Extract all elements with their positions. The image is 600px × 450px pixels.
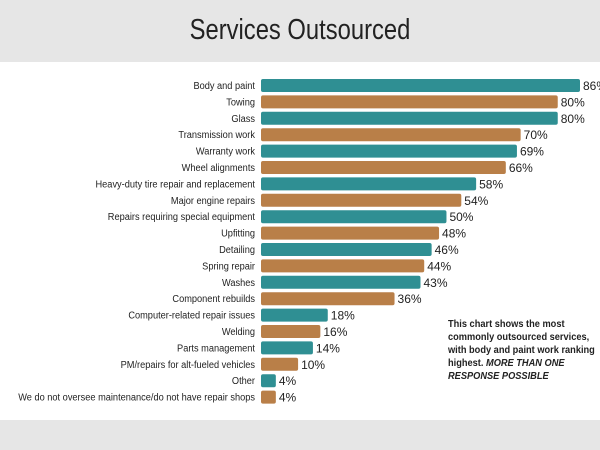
category-label: Heavy-duty tire repair and replacement	[96, 179, 256, 191]
category-label: Detailing	[219, 245, 255, 257]
note-text: This chart shows the most commonly outsou…	[448, 318, 595, 369]
category-label: Transmission work	[178, 130, 255, 142]
category-label: Glass	[231, 113, 255, 125]
value-label: 18%	[331, 309, 355, 323]
category-label: Warranty work	[196, 146, 255, 158]
chart-title: Services Outsourced	[189, 14, 411, 46]
value-label: 48%	[442, 227, 466, 241]
value-label: 54%	[464, 194, 488, 208]
bar	[261, 177, 477, 191]
footer-band	[0, 420, 600, 450]
bar	[261, 226, 440, 240]
value-label: 70%	[524, 128, 548, 142]
value-label: 43%	[424, 276, 448, 290]
bar	[261, 390, 276, 404]
category-label: Computer-related repair issues	[128, 310, 255, 322]
bar	[261, 357, 299, 371]
value-label: 80%	[561, 112, 585, 126]
value-label: 80%	[561, 95, 585, 109]
bar	[261, 79, 580, 92]
value-label: 66%	[509, 161, 533, 175]
bar	[261, 193, 462, 207]
bar	[261, 292, 395, 306]
category-label: PM/repairs for alt-fueled vehicles	[121, 359, 255, 371]
value-label: 4%	[279, 391, 297, 405]
category-label: Towing	[226, 97, 255, 109]
category-label: Welding	[222, 327, 255, 339]
category-label: We do not oversee maintenance/do not hav…	[18, 392, 255, 404]
value-label: 50%	[449, 210, 473, 224]
note-emphasis: MORE THAN ONE RESPONSE POSSIBLE	[448, 357, 565, 382]
bar	[261, 243, 432, 256]
header-band	[0, 0, 600, 62]
value-label: 36%	[398, 292, 422, 306]
bar	[261, 374, 276, 388]
category-label: Spring repair	[202, 261, 255, 273]
category-label: Upfitting	[221, 228, 255, 240]
category-label: Wheel alignments	[182, 163, 255, 175]
value-label: 44%	[427, 259, 451, 273]
bar	[261, 259, 425, 273]
bar	[261, 95, 558, 109]
bar	[261, 275, 421, 289]
bar	[261, 111, 558, 125]
category-label: Parts management	[177, 343, 255, 355]
bar	[261, 341, 313, 355]
value-label: 16%	[323, 325, 347, 339]
category-label: Washes	[222, 277, 255, 289]
value-label: 69%	[520, 145, 544, 159]
value-label: 86%	[583, 79, 600, 93]
chart-note: This chart shows the most commonly outsou…	[448, 318, 600, 383]
bar	[261, 161, 506, 174]
value-label: 46%	[435, 243, 459, 257]
category-label: Repairs requiring special equipment	[108, 212, 255, 224]
category-label: Component rebuilds	[172, 294, 255, 306]
value-label: 10%	[301, 358, 325, 372]
bar	[261, 144, 517, 158]
value-label: 58%	[479, 177, 503, 191]
value-label: 4%	[279, 374, 297, 388]
bar	[261, 325, 321, 338]
bar	[261, 210, 447, 224]
category-label: Major engine repairs	[171, 195, 255, 207]
value-label: 14%	[316, 341, 340, 355]
bar	[261, 308, 328, 322]
category-label: Body and paint	[193, 81, 255, 93]
category-label: Other	[232, 376, 256, 388]
bar	[261, 128, 521, 142]
